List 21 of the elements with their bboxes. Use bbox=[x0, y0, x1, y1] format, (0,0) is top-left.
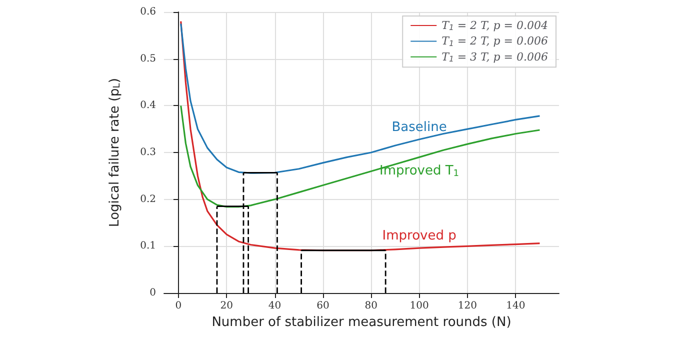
y-tick-label: 0.1 bbox=[140, 240, 156, 252]
y-tick-label: 0.4 bbox=[140, 100, 156, 112]
y-tick-label: 0.6 bbox=[140, 6, 156, 18]
line-series bbox=[180, 104, 541, 208]
x-tick-label: 20 bbox=[220, 300, 233, 312]
x-tick-label: 120 bbox=[458, 300, 478, 312]
y-tick-label: 0.3 bbox=[140, 147, 156, 158]
x-tick-label: 60 bbox=[316, 300, 330, 312]
y-axis-title: Logical failure rate (pL) bbox=[107, 78, 122, 227]
x-tick-label: 40 bbox=[268, 300, 282, 312]
y-tick-label: 0 bbox=[150, 288, 156, 298]
annotation: Improved p bbox=[382, 228, 456, 244]
y-tick-label: 0.5 bbox=[140, 53, 156, 64]
x-tick-label: 0 bbox=[175, 300, 182, 312]
x-tick-label: 80 bbox=[364, 300, 378, 312]
y-tick-label: 0.2 bbox=[140, 194, 156, 205]
x-tick-label: 100 bbox=[410, 300, 429, 312]
x-axis-title: Number of stabilizer measurement rounds (N) bbox=[212, 314, 512, 330]
annotation: Improved T1 bbox=[380, 164, 460, 179]
annotation: Baseline bbox=[392, 120, 447, 135]
x-tick-label: 140 bbox=[506, 300, 526, 312]
